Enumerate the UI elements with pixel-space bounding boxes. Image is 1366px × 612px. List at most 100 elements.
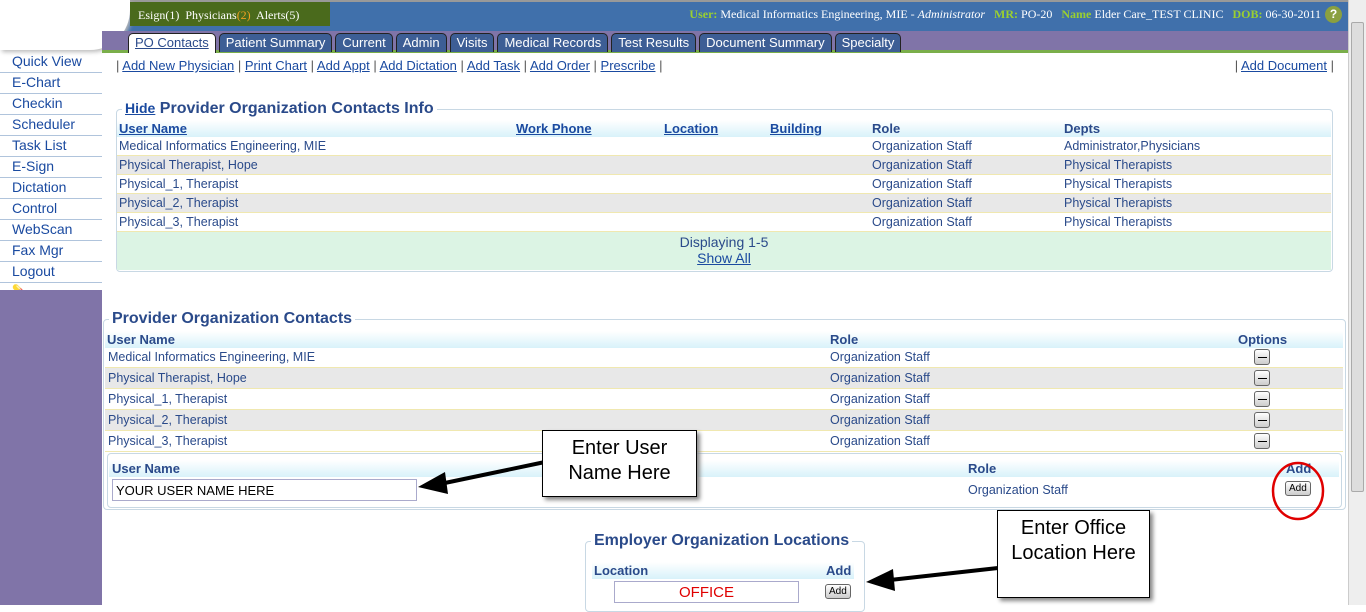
col-building[interactable]: Building [770, 121, 822, 136]
table-cell: Organization Staff [872, 158, 972, 172]
col-user-name[interactable]: User Name [119, 121, 187, 136]
table-cell: Physical_2, Therapist [108, 413, 228, 427]
table-row: Physical_2, Therapist Organization Staff P… [117, 194, 1331, 213]
sidebar-item-logout[interactable]: Logout [0, 262, 102, 283]
sidebar-item-webscan[interactable]: WebScan [0, 220, 102, 241]
document-links: | Add Document | [1234, 58, 1334, 73]
add-location-button[interactable]: Add [825, 584, 851, 599]
remove-contact-button[interactable] [1254, 349, 1270, 365]
contacts-panel: Provider Organization Contacts [103, 310, 1346, 510]
esign-link[interactable]: Esign(1) [138, 8, 179, 22]
remove-contact-button[interactable] [1254, 433, 1270, 449]
displaying-count: Displaying 1-5 [679, 234, 769, 250]
pagination-area: Displaying 1-5 Show All [117, 232, 1331, 270]
tab-medical-records[interactable]: Medical Records [497, 33, 609, 52]
col-depts: Depts [1064, 121, 1101, 136]
add-role-value: Organization Staff [968, 483, 1068, 497]
user-name-input[interactable] [112, 479, 417, 501]
table-cell: Physical Therapists [1064, 215, 1173, 229]
contacts-info-title: Hide Provider Organization Contacts Info [122, 100, 437, 118]
sidebar-item-fax-mgr[interactable]: Fax Mgr [0, 241, 102, 262]
table-cell: Organization Staff [830, 371, 930, 385]
physicians-link[interactable]: Physicians(2) [185, 8, 250, 22]
info-table-header: User Name Work Phone Location Building R… [117, 120, 1331, 137]
arrow-to-location-input [889, 566, 999, 582]
col-location: Location [594, 563, 649, 578]
tab-document-summary[interactable]: Document Summary [699, 33, 832, 52]
alerts-bar: Esign(1) Physicians(2) Alerts(5) [130, 2, 330, 26]
table-cell: Physical_3, Therapist [119, 215, 239, 229]
table-cell: Physical Therapists [1064, 158, 1173, 172]
locations-title: Employer Organization Locations [594, 532, 850, 549]
arrow-to-user-input [439, 460, 546, 486]
sidebar-item-e-chart[interactable]: E-Chart [0, 73, 102, 94]
help-icon[interactable]: ? [1325, 6, 1342, 23]
table-cell: Physical Therapist, Hope [119, 158, 258, 172]
col-location[interactable]: Location [664, 121, 719, 136]
col-role: Role [872, 121, 901, 136]
sidebar-item-checkin[interactable]: Checkin [0, 94, 102, 115]
col-role: Role [968, 461, 997, 476]
col-role: Role [830, 332, 859, 347]
sidebar-item-dictation[interactable]: Dictation [0, 178, 102, 199]
mr-value: PO-20 [1021, 7, 1053, 21]
hide-link[interactable]: Hide [125, 100, 156, 116]
sidebar-item-task-list[interactable]: Task List [0, 136, 102, 157]
scrollbar-thumb[interactable] [1351, 22, 1364, 492]
table-row: Physical_1, Therapist Organization Staff P… [117, 175, 1331, 194]
arrowhead-icon [866, 569, 895, 591]
table-cell: Physical_1, Therapist [119, 177, 239, 191]
add-new-physician-link[interactable]: Add New Physician [122, 58, 235, 73]
add-document-link[interactable]: Add Document [1241, 58, 1327, 73]
add-appt-link[interactable]: Add Appt [316, 58, 370, 73]
add-contact-button[interactable]: Add [1285, 481, 1311, 496]
user-value: Medical Informatics Engineering, MIE - [720, 7, 918, 21]
sidebar-item-quick-view[interactable]: Quick View [0, 52, 102, 73]
show-all-link[interactable]: Show All [697, 250, 751, 266]
remove-contact-button[interactable] [1254, 370, 1270, 386]
callout-office-location: Enter Office Location Here [997, 510, 1150, 598]
dob-label: DOB: [1232, 7, 1263, 21]
sidebar-fill [0, 290, 102, 605]
contacts-title: Provider Organization Contacts [112, 310, 353, 327]
table-cell: Organization Staff [830, 434, 930, 448]
action-links: | Add New Physician | Print Chart | Add … [116, 58, 663, 73]
patient-info: User: Medical Informatics Engineering, M… [689, 7, 1321, 22]
table-cell: Organization Staff [872, 215, 972, 229]
contacts-table-header: User Name Role Options [105, 331, 1343, 348]
sidebar-item-e-sign[interactable]: E-Sign [0, 157, 102, 178]
table-cell: Organization Staff [830, 413, 930, 427]
tab-current[interactable]: Current [335, 33, 393, 52]
highlight-circle [1271, 461, 1325, 521]
sidebar-item-scheduler[interactable]: Scheduler [0, 115, 102, 136]
table-cell: Physical_3, Therapist [108, 434, 228, 448]
sidebar-item-control[interactable]: Control [0, 199, 102, 220]
location-input[interactable] [614, 581, 799, 603]
tab-specialty[interactable]: Specialty [834, 33, 902, 52]
add-contact-box [107, 453, 1342, 508]
add-task-link[interactable]: Add Task [466, 58, 521, 73]
remove-contact-button[interactable] [1254, 412, 1270, 428]
col-work-phone[interactable]: Work Phone [516, 121, 592, 136]
prescribe-link[interactable]: Prescribe [600, 58, 656, 73]
name-value: Elder Care_TEST CLINIC [1094, 7, 1224, 21]
table-cell: Organization Staff [830, 392, 930, 406]
tab-admin[interactable]: Admin [395, 33, 447, 52]
table-cell: Medical Informatics Engineering, MIE [108, 350, 316, 364]
tab-patient-summary[interactable]: Patient Summary [218, 33, 333, 52]
table-row: Physical Therapist, Hope Organization Sta… [117, 156, 1331, 175]
tab-bar: PO Contacts Patient Summary Current Admi… [102, 31, 1348, 53]
remove-contact-button[interactable] [1254, 391, 1270, 407]
add-dictation-link[interactable]: Add Dictation [379, 58, 457, 73]
tab-visits[interactable]: Visits [449, 33, 495, 52]
alerts-link[interactable]: Alerts(5) [256, 8, 299, 22]
tab-test-results[interactable]: Test Results [611, 33, 697, 52]
alerts-label: Alerts [256, 8, 286, 22]
callout-user-name: Enter User Name Here [542, 430, 697, 497]
tab-po-contacts[interactable]: PO Contacts [128, 33, 216, 53]
add-order-link[interactable]: Add Order [529, 58, 590, 73]
vertical-scrollbar[interactable] [1348, 0, 1366, 605]
print-chart-link[interactable]: Print Chart [244, 58, 308, 73]
table-row: Physical_2, Therapist Organization Staff [105, 410, 1343, 431]
